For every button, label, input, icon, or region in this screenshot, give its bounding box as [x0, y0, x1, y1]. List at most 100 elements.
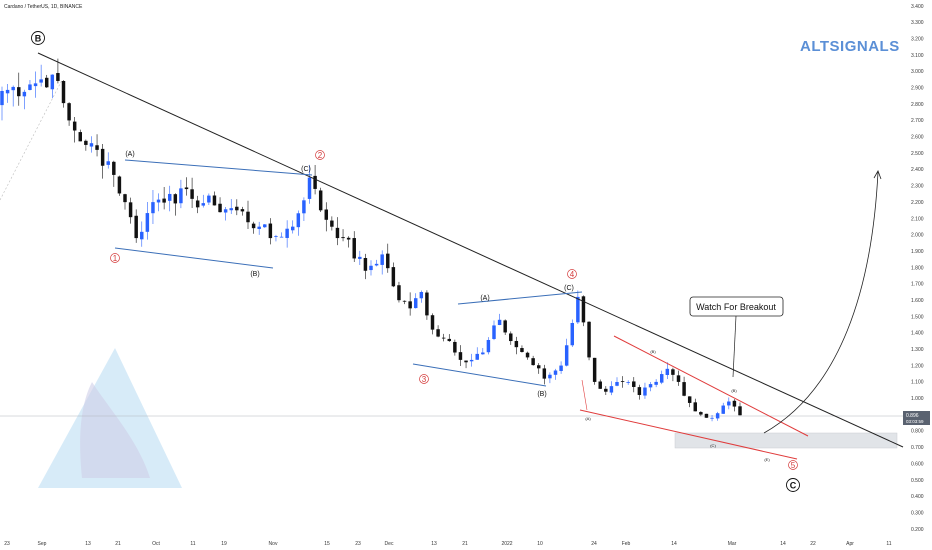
- y-tick-label: 1.500: [911, 314, 924, 320]
- wedge-bottom: [579, 409, 798, 460]
- candle: [648, 381, 653, 392]
- svg-text:4: 4: [570, 270, 575, 279]
- price-tag: 0.896 03:03:59: [903, 411, 930, 425]
- candle: [330, 216, 334, 231]
- candle: [374, 259, 379, 267]
- candle: [436, 325, 440, 338]
- candle: [302, 197, 306, 221]
- candle: [576, 290, 580, 325]
- candle: [335, 217, 340, 246]
- wave-label-a2: (A): [480, 295, 489, 302]
- candle: [296, 210, 301, 236]
- candle: [44, 74, 49, 88]
- candle: [369, 260, 373, 276]
- major-label-B: B: [31, 31, 45, 45]
- x-tick-label: 13: [431, 541, 437, 547]
- candle: [676, 370, 681, 386]
- candle: [715, 411, 720, 421]
- candle: [665, 362, 670, 380]
- y-tick-label: 0.300: [911, 510, 924, 516]
- brand-text: ALTSIGNALS: [800, 38, 900, 55]
- candle: [509, 331, 513, 345]
- y-tick-label: 2.500: [911, 151, 924, 157]
- candle: [56, 58, 60, 84]
- projection-arrow: [763, 171, 879, 434]
- candle: [408, 292, 412, 316]
- candle: [497, 313, 502, 326]
- wave-label-c3: (C): [710, 443, 716, 448]
- candle: [22, 89, 27, 110]
- candle: [520, 345, 524, 353]
- candle: [531, 355, 535, 366]
- svg-text:B: B: [35, 34, 42, 44]
- y-tick-label: 2.200: [911, 200, 924, 206]
- y-tick-label: 2.900: [911, 86, 924, 92]
- candle: [95, 134, 99, 157]
- wave-label-a1: (A): [125, 151, 134, 158]
- candle: [738, 402, 742, 416]
- y-tick-label: 2.400: [911, 167, 924, 173]
- candle: [17, 72, 21, 106]
- candle: [67, 102, 71, 126]
- candle: [184, 177, 189, 196]
- candle: [570, 319, 575, 347]
- wedge-top: [613, 335, 809, 437]
- candle: [587, 321, 591, 361]
- candle: [33, 71, 38, 98]
- x-tick-label: 23: [4, 541, 10, 547]
- candle: [100, 144, 105, 179]
- candle: [536, 363, 541, 374]
- candle: [346, 236, 351, 248]
- candle: [140, 221, 144, 247]
- x-tick-label: 21: [115, 541, 121, 547]
- candle: [324, 202, 329, 232]
- y-tick-label: 1.600: [911, 298, 924, 304]
- candle: [637, 384, 642, 400]
- x-tick-label: Feb: [622, 541, 631, 547]
- wave-label-c2: (C): [564, 285, 574, 292]
- candle: [246, 200, 250, 229]
- wave-number-5: 5: [788, 460, 798, 470]
- wave-number-1: 1: [110, 253, 120, 263]
- channel-bottom-2: [412, 363, 547, 387]
- y-tick-label: 0.400: [911, 494, 924, 500]
- wave-number-4: 4: [567, 269, 577, 279]
- candle: [553, 368, 558, 380]
- candle: [145, 202, 150, 240]
- candle: [710, 415, 714, 422]
- candle: [0, 86, 4, 121]
- candle: [290, 220, 295, 234]
- candle: [223, 207, 228, 221]
- candle: [486, 337, 491, 355]
- channel-bottom-1: [114, 247, 274, 269]
- x-tick-label: 10: [537, 541, 543, 547]
- chart-header-title: Cardano / TetherUS, 1D, BINANCE: [4, 4, 83, 10]
- x-tick-label: 15: [324, 541, 330, 547]
- svg-text:2: 2: [318, 151, 323, 160]
- candle: [626, 380, 630, 385]
- y-tick-label: 1.100: [911, 380, 924, 386]
- candle: [240, 206, 245, 216]
- candle: [212, 191, 217, 206]
- candle: [542, 364, 547, 385]
- candle: [687, 396, 692, 408]
- candle: [604, 386, 608, 395]
- candle: [654, 379, 658, 388]
- y-tick-label: 2.700: [911, 118, 924, 124]
- candle: [447, 334, 452, 342]
- candle: [525, 351, 530, 360]
- candle: [229, 199, 233, 214]
- svg-text:5: 5: [791, 461, 796, 470]
- candle: [564, 338, 569, 367]
- candle: [274, 234, 278, 242]
- candle: [179, 179, 183, 209]
- y-tick-label: 3.300: [911, 20, 924, 26]
- x-axis: 23 Sep 13 21 Oct 11 19 Nov 15 23 Dec 13 21 2022 10 24 Fe…: [4, 541, 892, 547]
- candle: [5, 83, 10, 103]
- candle: [190, 177, 194, 209]
- svg-text:3: 3: [422, 375, 427, 384]
- candle: [453, 339, 457, 356]
- candle: [39, 64, 43, 87]
- candle: [128, 197, 133, 224]
- candle: [318, 187, 323, 212]
